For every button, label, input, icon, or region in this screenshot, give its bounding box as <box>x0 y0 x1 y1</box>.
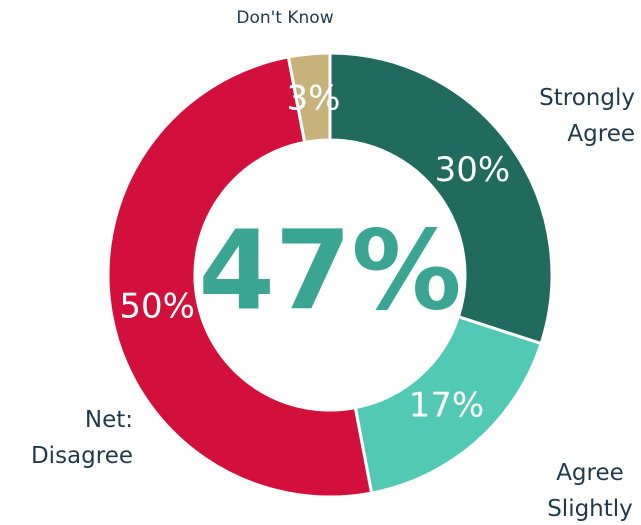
category-label: Net: Disagree <box>30 407 133 469</box>
value-label: 3% <box>286 78 340 118</box>
donut-segment <box>286 51 332 145</box>
value-label: 30% <box>435 150 511 190</box>
value-label: 50% <box>119 286 195 326</box>
center-label: 47% <box>198 206 461 334</box>
donut-segment <box>353 314 544 495</box>
donut-segment <box>106 55 374 499</box>
category-label: Don't Know <box>236 8 334 28</box>
category-label: Strongly Agree <box>539 85 635 147</box>
donut-segment <box>328 51 554 346</box>
category-label: Agree Slightly <box>547 460 633 522</box>
value-label: 17% <box>409 386 485 426</box>
